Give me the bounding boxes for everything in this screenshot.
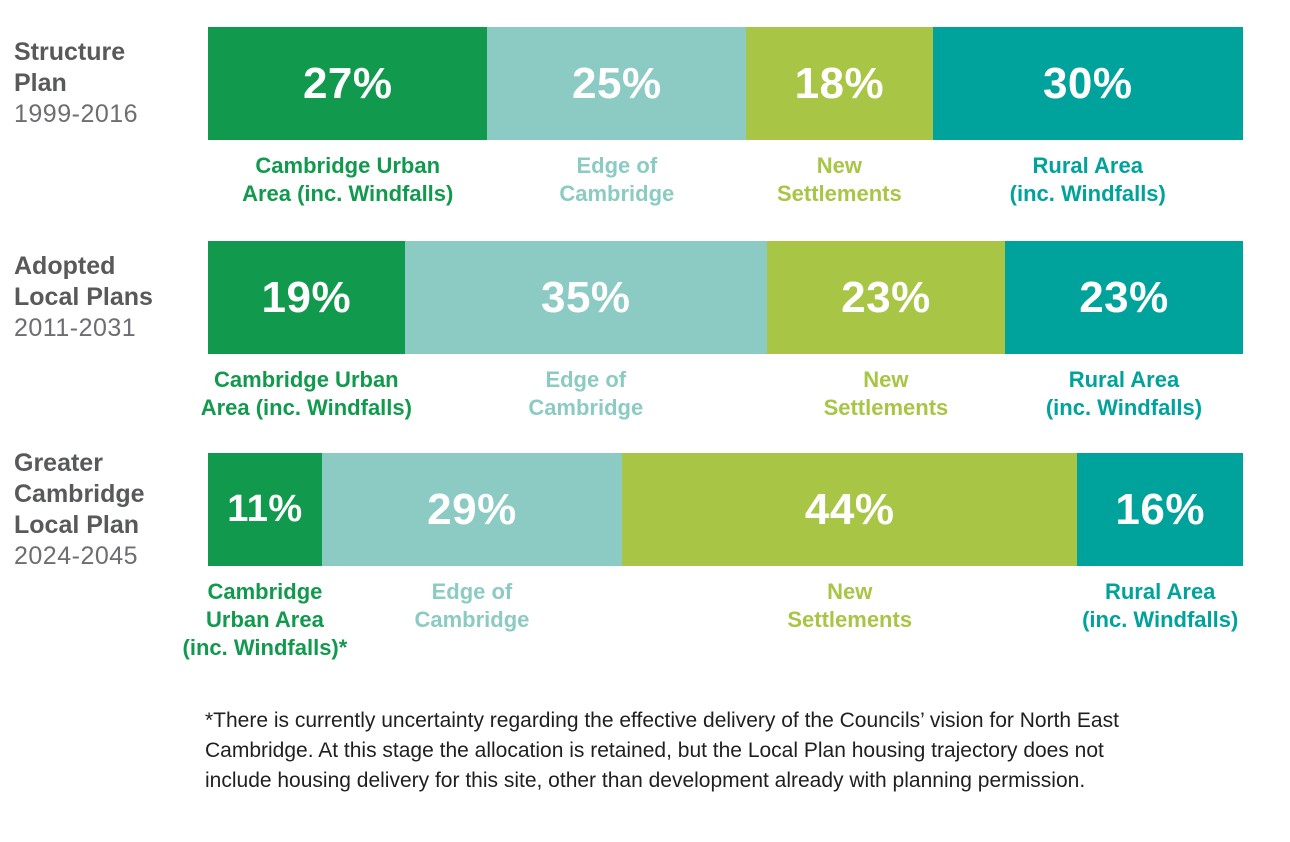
segment-value: 44% xyxy=(804,484,895,534)
segment-value: 23% xyxy=(841,272,931,322)
bar-segment-rural-area: 30% xyxy=(932,27,1243,140)
plan-title: Structure Plan xyxy=(14,38,126,97)
segment-label-urban-area: Cambridge Urban Area (inc. Windfalls)* xyxy=(182,579,348,660)
segment-value: 18% xyxy=(794,58,885,108)
segment-value: 30% xyxy=(1042,58,1133,108)
plan-row-structure-plan: Structure Plan 1999-2016 27% 25% 18% 30%… xyxy=(0,27,1290,208)
segment-label-new-settlements: New Settlements xyxy=(776,153,902,206)
bar-segment-urban-area: 19% xyxy=(208,241,405,354)
bar-segment-new-settlements: 18% xyxy=(746,27,933,140)
segment-label-new-settlements: New Settlements xyxy=(787,579,913,632)
footnote-text: *There is currently uncertainty regardin… xyxy=(205,709,1119,792)
segment-label-rural-area: Rural Area (inc. Windfalls) xyxy=(1082,579,1239,632)
bar-segment-edge-of-cambridge: 35% xyxy=(404,241,767,354)
segment-label-edge-of-cambridge: Edge of Cambridge xyxy=(528,367,644,420)
bar-segment-urban-area: 27% xyxy=(208,27,488,140)
plan-years: 2024-2045 xyxy=(14,541,139,570)
segment-labels-row: Cambridge Urban Area (inc. Windfalls)* E… xyxy=(182,578,1243,662)
plan-row-adopted-local-plans: Adopted Local Plans 2011-2031 19% 35% 23… xyxy=(0,241,1290,422)
plan-row-header: Greater Cambridge Local Plan 2024-2045 xyxy=(0,449,208,570)
segment-label-edge-of-cambridge: Edge of Cambridge xyxy=(559,153,675,206)
segment-label-edge-of-cambridge: Edge of Cambridge xyxy=(414,579,530,632)
segment-value: 11% xyxy=(227,488,303,530)
plan-title: Greater Cambridge Local Plan xyxy=(14,448,145,539)
bar-column: 11% 29% 44% 16% Cambridge Urban Area (in… xyxy=(182,453,1243,662)
bar-segment-edge-of-cambridge: 29% xyxy=(321,453,622,566)
segment-value: 25% xyxy=(572,58,662,108)
plan-row-header: Adopted Local Plans 2011-2031 xyxy=(0,241,208,354)
segment-value: 29% xyxy=(427,484,517,534)
segment-value: 19% xyxy=(261,272,352,322)
segment-value: 27% xyxy=(302,58,393,108)
plan-row-greater-cambridge-local-plan: Greater Cambridge Local Plan 2024-2045 1… xyxy=(0,449,1290,662)
bar-segment-rural-area: 16% xyxy=(1077,453,1243,566)
stacked-bar: 19% 35% 23% 23% xyxy=(208,241,1243,354)
stacked-bar: 11% 29% 44% 16% xyxy=(208,453,1243,566)
plan-title: Adopted Local Plans xyxy=(14,252,153,311)
plan-years: 2011-2031 xyxy=(14,314,137,342)
segment-value: 23% xyxy=(1079,272,1169,322)
bar-segment-new-settlements: 23% xyxy=(766,241,1005,354)
bar-column: 19% 35% 23% 23% Cambridge Urban Area (in… xyxy=(200,241,1243,422)
stacked-bar: 27% 25% 18% 30% xyxy=(208,27,1243,140)
bar-segment-new-settlements: 44% xyxy=(622,453,1078,566)
segment-value: 35% xyxy=(540,272,631,322)
segment-labels-row: Cambridge Urban Area (inc. Windfalls) Ed… xyxy=(208,152,1243,208)
plan-years: 1999-2016 xyxy=(14,100,139,128)
bar-segment-urban-area: 11% xyxy=(208,453,322,566)
segment-label-urban-area: Cambridge Urban Area (inc. Windfalls) xyxy=(242,153,454,206)
plan-row-header: Structure Plan 1999-2016 xyxy=(0,27,208,140)
segment-label-new-settlements: New Settlements xyxy=(823,367,949,420)
segment-value: 16% xyxy=(1115,484,1205,534)
bar-column: 27% 25% 18% 30% Cambridge Urban Area (in… xyxy=(208,27,1243,208)
segment-labels-row: Cambridge Urban Area (inc. Windfalls) Ed… xyxy=(200,366,1243,422)
segment-label-rural-area: Rural Area (inc. Windfalls) xyxy=(1009,153,1166,206)
segment-label-urban-area: Cambridge Urban Area (inc. Windfalls) xyxy=(200,367,412,420)
segment-label-rural-area: Rural Area (inc. Windfalls) xyxy=(1045,367,1203,420)
bar-segment-edge-of-cambridge: 25% xyxy=(487,27,747,140)
bar-segment-rural-area: 23% xyxy=(1004,241,1243,354)
